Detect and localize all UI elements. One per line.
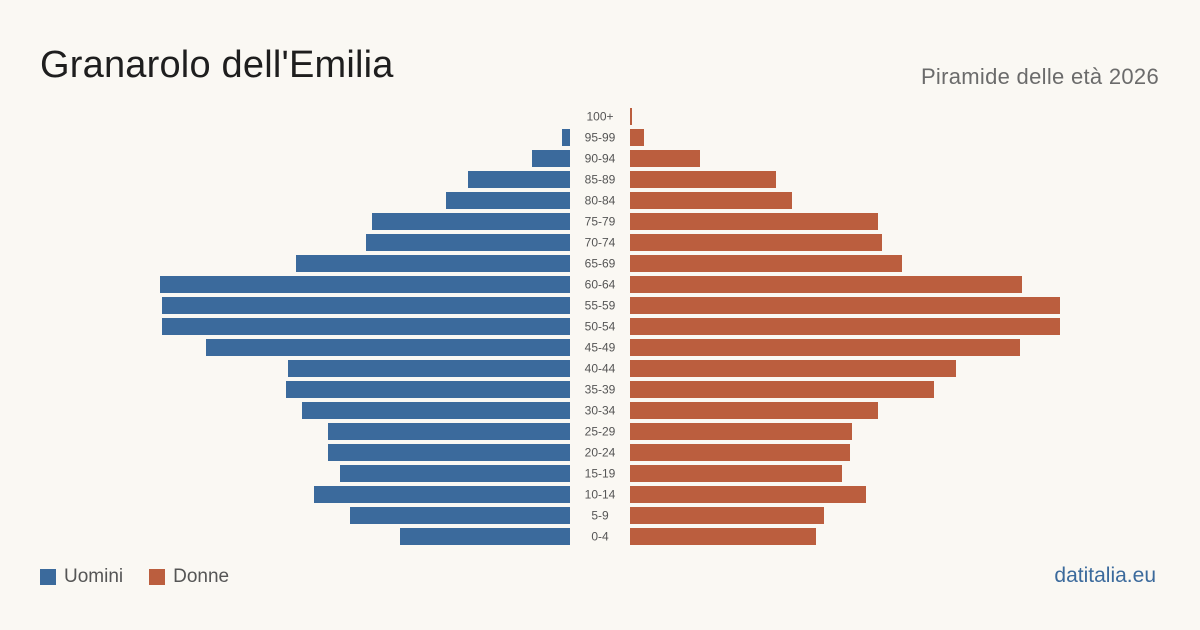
bar-men-50-54: [162, 318, 570, 335]
bar-men-30-34: [302, 402, 570, 419]
age-label-25-29: 25-29: [585, 425, 616, 439]
age-label-0-4: 0-4: [591, 530, 609, 544]
age-label-75-79: 75-79: [585, 215, 616, 229]
age-label-5-9: 5-9: [591, 509, 609, 523]
age-label-95-99: 95-99: [585, 131, 616, 145]
bar-women-85-89: [630, 171, 776, 188]
legend-item-women: Donne: [149, 566, 229, 588]
bar-women-20-24: [630, 444, 850, 461]
bar-men-85-89: [468, 171, 570, 188]
legend-label-men: Uomini: [64, 566, 124, 587]
bar-women-75-79: [630, 213, 878, 230]
bar-women-15-19: [630, 465, 842, 482]
bar-women-25-29: [630, 423, 852, 440]
chart-subtitle: Piramide delle età 2026: [920, 64, 1159, 89]
age-label-45-49: 45-49: [585, 341, 616, 355]
population-pyramid-chart: 100+ 95-99 90-94 85-89 80-84 75-79 70-74 65-69 6…: [160, 108, 1060, 545]
legend-item-men: Uomini: [40, 566, 123, 588]
bar-women-70-74: [630, 234, 882, 251]
bar-men-40-44: [288, 360, 570, 377]
bar-men-80-84: [446, 192, 570, 209]
bar-men-10-14: [314, 486, 570, 503]
legend-label-women: Donne: [173, 566, 230, 587]
bar-men-60-64: [160, 276, 570, 293]
bar-men-5-9: [350, 507, 570, 524]
legend-swatch-men: [40, 569, 56, 585]
age-label-35-39: 35-39: [585, 383, 616, 397]
age-label-85-89: 85-89: [585, 173, 616, 187]
bar-men-55-59: [162, 297, 570, 314]
bar-men-25-29: [328, 423, 570, 440]
bar-women-40-44: [630, 360, 956, 377]
age-label-60-64: 60-64: [585, 278, 616, 292]
chart-title: Granarolo dell'Emilia: [40, 44, 394, 86]
bar-women-65-69: [630, 255, 902, 272]
bar-men-70-74: [366, 234, 570, 251]
age-label-90-94: 90-94: [585, 152, 616, 166]
bar-women-35-39: [630, 381, 934, 398]
bar-women-30-34: [630, 402, 878, 419]
bar-women-45-49: [630, 339, 1020, 356]
bar-men-45-49: [206, 339, 570, 356]
bar-women-90-94: [630, 150, 700, 167]
bar-men-20-24: [328, 444, 570, 461]
age-label-10-14: 10-14: [585, 488, 616, 502]
age-label-30-34: 30-34: [585, 404, 616, 418]
bar-women-0-4: [630, 528, 816, 545]
age-label-20-24: 20-24: [585, 446, 616, 460]
bar-men-0-4: [400, 528, 570, 545]
age-label-15-19: 15-19: [585, 467, 616, 481]
bar-men-75-79: [372, 213, 570, 230]
age-label-100+: 100+: [586, 110, 613, 124]
age-label-40-44: 40-44: [585, 362, 616, 376]
bar-men-35-39: [286, 381, 570, 398]
bar-men-90-94: [532, 150, 570, 167]
bar-women-100+: [630, 108, 632, 125]
brand-link[interactable]: datitalia.eu: [1054, 564, 1156, 587]
bar-men-65-69: [296, 255, 570, 272]
bar-men-15-19: [340, 465, 570, 482]
bar-women-95-99: [630, 129, 644, 146]
age-label-65-69: 65-69: [585, 257, 616, 271]
age-label-70-74: 70-74: [585, 236, 616, 250]
legend: Uomini Donne: [40, 566, 255, 588]
bar-women-60-64: [630, 276, 1022, 293]
bar-women-5-9: [630, 507, 824, 524]
bar-women-55-59: [630, 297, 1060, 314]
age-label-50-54: 50-54: [585, 320, 616, 334]
legend-swatch-women: [149, 569, 166, 585]
bar-men-95-99: [562, 129, 570, 146]
bar-women-10-14: [630, 486, 866, 503]
age-label-80-84: 80-84: [585, 194, 616, 208]
bar-women-80-84: [630, 192, 792, 209]
bar-women-50-54: [630, 318, 1060, 335]
age-label-55-59: 55-59: [585, 299, 616, 313]
